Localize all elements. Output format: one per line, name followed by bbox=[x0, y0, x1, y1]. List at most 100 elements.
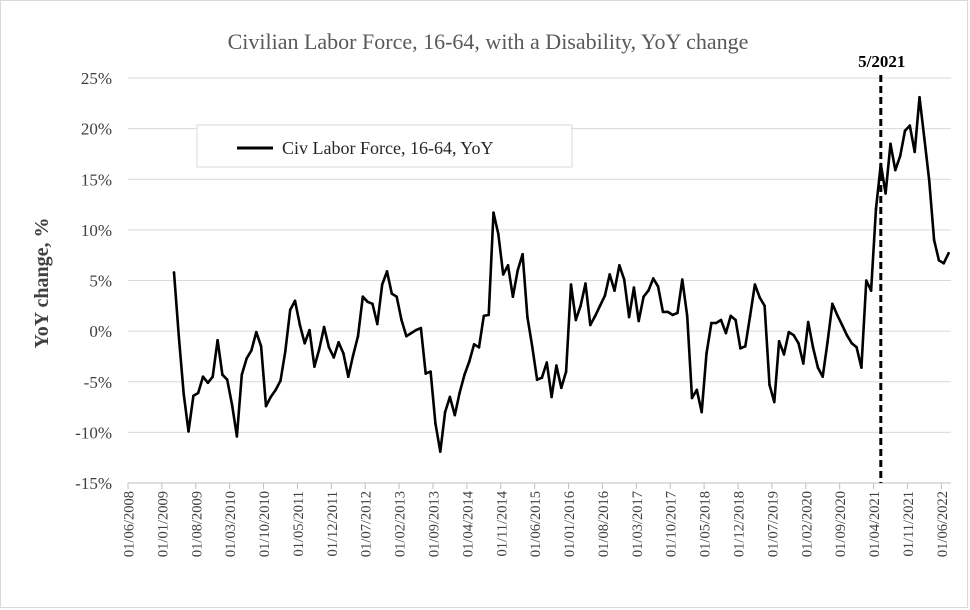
data-point bbox=[835, 313, 839, 317]
data-point bbox=[254, 330, 258, 334]
data-point bbox=[511, 295, 515, 299]
data-point bbox=[758, 296, 762, 300]
data-point bbox=[366, 300, 369, 304]
data-point bbox=[927, 178, 931, 182]
data-point bbox=[414, 328, 418, 332]
data-point bbox=[559, 386, 563, 390]
x-tick-label: 01/05/2018 bbox=[698, 491, 714, 557]
data-point bbox=[284, 350, 287, 353]
data-point bbox=[380, 283, 384, 286]
data-point bbox=[932, 238, 936, 242]
data-point bbox=[550, 395, 553, 399]
data-point bbox=[216, 338, 219, 342]
data-point bbox=[322, 325, 326, 329]
x-tick-label: 01/11/2021 bbox=[901, 491, 917, 557]
data-point bbox=[743, 345, 747, 348]
data-point bbox=[545, 361, 549, 364]
data-point bbox=[618, 264, 621, 267]
data-point bbox=[729, 314, 733, 318]
data-point bbox=[506, 264, 510, 267]
data-point bbox=[245, 357, 248, 360]
data-point bbox=[734, 318, 737, 322]
data-point bbox=[598, 304, 602, 308]
data-point bbox=[695, 388, 699, 392]
data-point bbox=[376, 322, 379, 326]
data-point bbox=[235, 435, 239, 438]
x-tick-label: 01/12/2011 bbox=[325, 491, 341, 557]
data-point bbox=[463, 373, 466, 376]
data-point bbox=[172, 271, 176, 274]
x-tick-label: 01/08/2009 bbox=[189, 491, 205, 557]
data-point bbox=[225, 378, 229, 382]
data-point bbox=[656, 285, 660, 288]
data-point bbox=[400, 318, 403, 322]
data-point bbox=[850, 341, 854, 345]
x-tick-label: 01/07/2019 bbox=[765, 491, 781, 557]
x-tick-label: 01/10/2017 bbox=[664, 491, 680, 557]
data-point bbox=[526, 315, 529, 319]
annotation-label: 5/2021 bbox=[858, 52, 905, 71]
x-tick-label: 01/09/2020 bbox=[833, 491, 849, 557]
data-point bbox=[763, 304, 766, 308]
data-point bbox=[821, 375, 825, 378]
data-point bbox=[651, 277, 655, 280]
y-tick-label: 0% bbox=[89, 322, 112, 341]
x-tick-label: 01/06/2015 bbox=[528, 491, 544, 557]
data-point bbox=[250, 349, 253, 352]
data-point bbox=[748, 314, 752, 318]
data-point bbox=[831, 302, 834, 306]
data-point bbox=[230, 403, 234, 407]
data-point bbox=[497, 232, 500, 236]
data-point bbox=[264, 404, 268, 408]
data-point bbox=[613, 289, 616, 292]
data-point bbox=[458, 391, 461, 395]
x-tick-label: 01/11/2014 bbox=[494, 490, 510, 556]
data-point bbox=[584, 282, 587, 285]
data-point bbox=[685, 314, 689, 318]
data-point bbox=[622, 278, 626, 281]
data-point bbox=[947, 251, 950, 255]
data-point bbox=[187, 430, 190, 433]
data-point bbox=[681, 278, 684, 281]
data-point bbox=[690, 396, 694, 400]
data-point bbox=[874, 207, 878, 210]
data-point bbox=[298, 323, 302, 327]
data-point bbox=[434, 421, 437, 425]
y-tick-label: -5% bbox=[84, 373, 112, 392]
y-tick-label: 25% bbox=[81, 69, 112, 88]
data-point bbox=[468, 360, 471, 363]
chart-title: Civilian Labor Force, 16-64, with a Disa… bbox=[228, 29, 749, 54]
data-point bbox=[274, 388, 277, 392]
y-tick-label: -15% bbox=[75, 474, 112, 493]
y-tick-label: 10% bbox=[81, 221, 112, 240]
x-tick-label: 01/04/2021 bbox=[867, 491, 883, 557]
data-point bbox=[647, 289, 650, 292]
x-tick-label: 01/06/2008 bbox=[122, 491, 138, 557]
data-point bbox=[438, 450, 442, 453]
data-point bbox=[288, 308, 292, 312]
data-point bbox=[259, 345, 263, 348]
data-point bbox=[521, 252, 524, 256]
data-point bbox=[390, 292, 394, 295]
data-point bbox=[579, 304, 582, 308]
data-point bbox=[177, 334, 181, 338]
data-point bbox=[826, 340, 829, 344]
x-axis-ticks: 01/06/2008 01/01/2009 01/08/2009 01/03/2010… bbox=[122, 483, 951, 557]
data-point bbox=[313, 365, 316, 368]
data-point bbox=[942, 261, 946, 265]
data-point bbox=[569, 283, 573, 286]
data-point bbox=[303, 341, 307, 345]
x-tick-label: 01/01/2009 bbox=[155, 491, 171, 557]
data-point bbox=[632, 286, 636, 289]
data-point bbox=[840, 323, 844, 327]
data-point bbox=[772, 400, 776, 404]
data-point bbox=[705, 352, 708, 355]
data-point bbox=[206, 381, 210, 385]
data-point bbox=[211, 375, 215, 378]
data-point bbox=[724, 331, 728, 335]
data-point bbox=[405, 334, 408, 338]
data-point bbox=[603, 294, 607, 297]
data-point bbox=[661, 310, 665, 314]
data-point bbox=[482, 314, 486, 318]
data-point bbox=[627, 315, 631, 319]
